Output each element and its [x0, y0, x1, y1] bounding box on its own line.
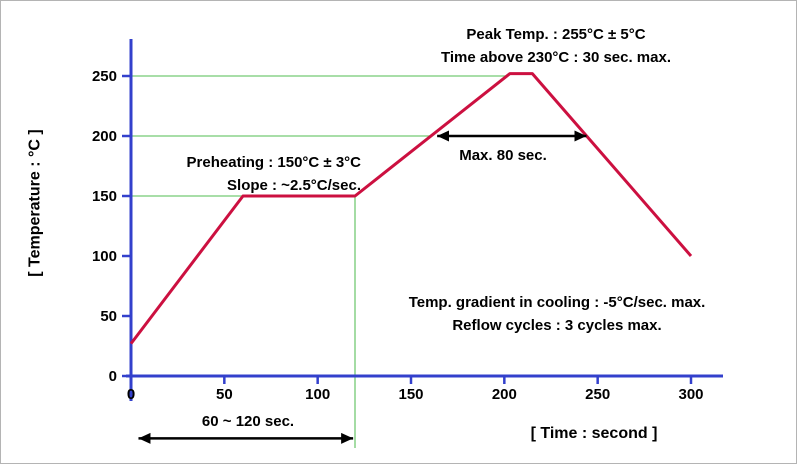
preheat-annotation: Preheating : 150°C ± 3°C Slope : ~2.5°C/… — [187, 151, 361, 197]
preheat-duration-label: 60 ~ 120 sec. — [201, 413, 295, 430]
x-tick-label: 100 — [305, 386, 330, 403]
y-axis-title: [ Temperature : °C ] — [26, 129, 44, 277]
peak-annotation: Peak Temp. : 255°C ± 5°C Time above 230°… — [441, 23, 671, 69]
slope-text: Slope : ~2.5°C/sec. — [227, 177, 361, 194]
y-tick-label: 250 — [92, 68, 117, 85]
x-tick-label: 200 — [492, 386, 517, 403]
y-tick-label: 150 — [92, 188, 117, 205]
time-above-text: Time above 230°C : 30 sec. max. — [440, 49, 672, 66]
cooling-annotation: Temp. gradient in cooling : -5°C/sec. ma… — [409, 291, 706, 337]
max-80-sec-label: Max. 80 sec. — [459, 147, 547, 164]
y-tick-label: 0 — [109, 368, 117, 385]
y-tick-label: 50 — [100, 308, 117, 325]
x-axis-title: [ Time : second ] — [530, 425, 658, 442]
preheating-text: Preheating : 150°C ± 3°C — [186, 154, 361, 171]
y-tick-label: 100 — [92, 248, 117, 265]
y-tick-label: 200 — [92, 128, 117, 145]
series-reflow-profile — [129, 72, 693, 345]
peak-temp-text: Peak Temp. : 255°C ± 5°C — [466, 26, 646, 43]
x-tick-label: 150 — [398, 386, 423, 403]
reflow-cycles-text: Reflow cycles : 3 cycles max. — [452, 317, 662, 334]
x-tick-label: 0 — [127, 386, 135, 403]
x-tick-label: 300 — [678, 386, 703, 403]
x-tick-label: 50 — [216, 386, 233, 403]
cooling-gradient-text: Temp. gradient in cooling : -5°C/sec. ma… — [408, 294, 706, 311]
x-tick-label: 250 — [585, 386, 610, 403]
